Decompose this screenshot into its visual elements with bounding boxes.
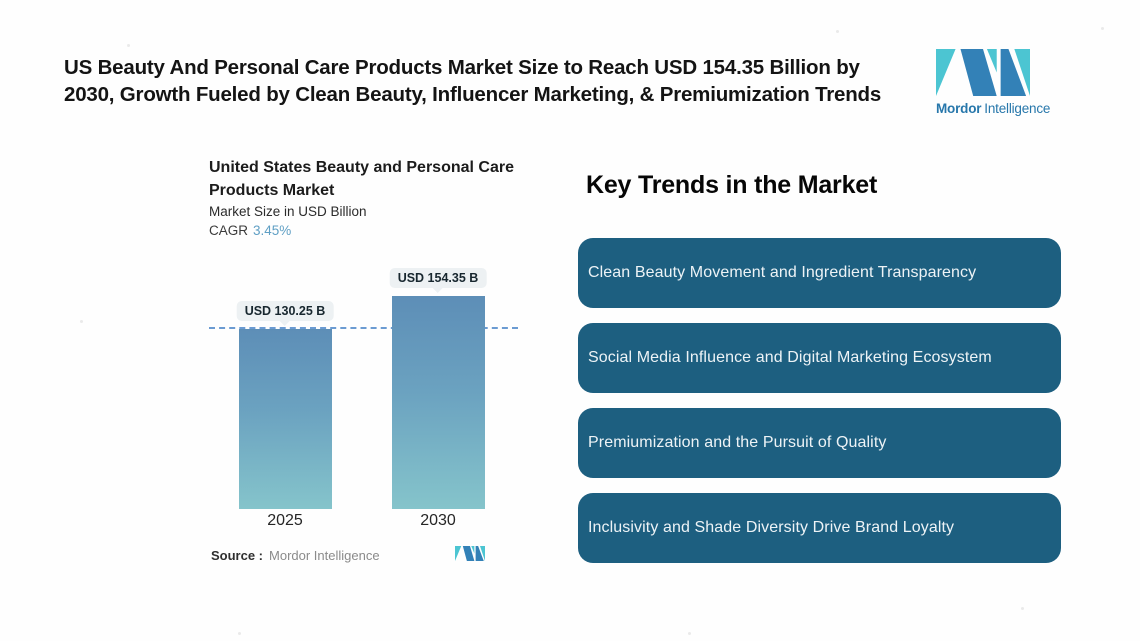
noise-speck	[80, 320, 83, 323]
mordor-wordmark: Mordor Intelligence	[936, 101, 1066, 116]
page-title: US Beauty And Personal Care Products Mar…	[64, 55, 881, 108]
noise-speck	[688, 632, 691, 635]
chart-title-line-1: United States Beauty and Personal Care	[209, 159, 514, 176]
source-logo	[455, 545, 485, 562]
trend-card-social-media: Social Media Influence and Digital Marke…	[578, 323, 1061, 393]
noise-speck	[1101, 27, 1104, 30]
reference-line	[209, 327, 518, 329]
wordmark-light: Intelligence	[984, 101, 1051, 116]
chart-title-line-2: Products Market	[209, 182, 335, 199]
source-row: Source : Mordor Intelligence	[211, 548, 380, 563]
bar-2030	[392, 296, 485, 509]
noise-speck	[836, 30, 839, 33]
wordmark-bold: Mordor	[936, 101, 982, 116]
cagr-label: CAGR	[209, 223, 249, 238]
chart-subtitle: Market Size in USD Billion	[209, 204, 367, 219]
bar-2025	[239, 329, 332, 509]
cagr-value: 3.45%	[253, 223, 292, 238]
x-axis-label-2025: 2025	[267, 512, 303, 529]
bar-value-label-2025: USD 130.25 B	[236, 301, 334, 321]
mordor-intelligence-logo: Mordor Intelligence	[936, 47, 1066, 116]
page-title-line-2: 2030, Growth Fueled by Clean Beauty, Inf…	[64, 82, 882, 106]
source-value: Mordor Intelligence	[269, 548, 380, 563]
source-label: Source :	[211, 548, 264, 563]
mordor-logo-mark-small-icon	[455, 546, 485, 561]
noise-speck	[1021, 607, 1024, 610]
trend-card-label: Clean Beauty Movement and Ingredient Tra…	[588, 264, 977, 281]
chart-cagr-row: CAGR 3.45%	[209, 223, 291, 238]
bar-value-label-2030: USD 154.35 B	[389, 268, 487, 288]
trend-card-premiumization: Premiumization and the Pursuit of Qualit…	[578, 408, 1061, 478]
x-axis-label-2030: 2030	[420, 512, 456, 529]
mordor-logo-mark-icon	[936, 49, 1030, 96]
trend-card-clean-beauty: Clean Beauty Movement and Ingredient Tra…	[578, 238, 1061, 308]
trend-card-label: Social Media Influence and Digital Marke…	[588, 349, 992, 366]
chart-title: United States Beauty and Personal Care P…	[209, 156, 514, 202]
noise-speck	[238, 632, 241, 635]
page-title-line-1: US Beauty And Personal Care Products Mar…	[64, 56, 860, 79]
noise-speck	[127, 44, 130, 47]
trend-card-label: Premiumization and the Pursuit of Qualit…	[588, 434, 887, 451]
trend-card-label: Inclusivity and Shade Diversity Drive Br…	[588, 519, 955, 536]
trends-heading: Key Trends in the Market	[586, 171, 878, 199]
trend-card-inclusivity: Inclusivity and Shade Diversity Drive Br…	[578, 493, 1061, 563]
